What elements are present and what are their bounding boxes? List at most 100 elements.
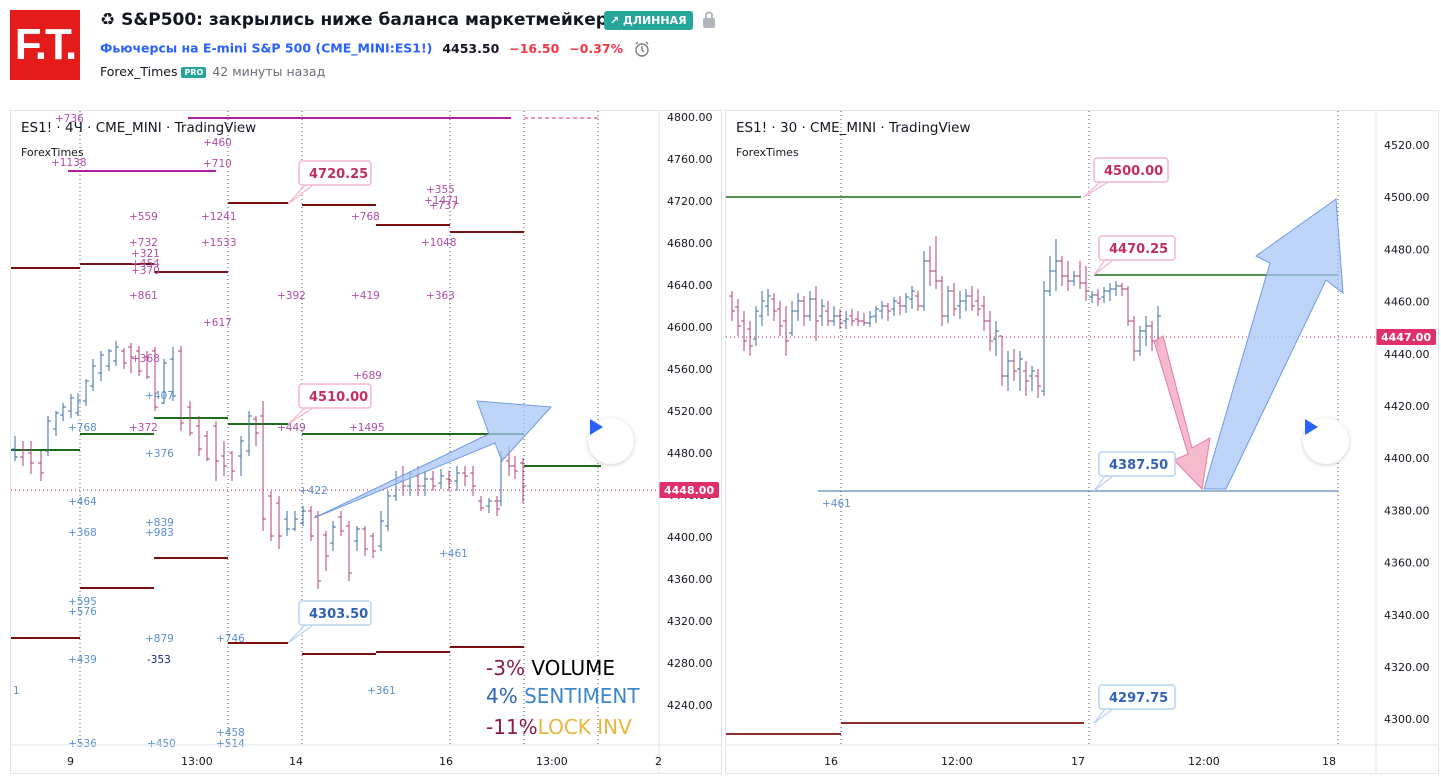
candle: [825, 301, 831, 326]
play-icon: [1305, 419, 1318, 435]
last-price: 4453.50: [442, 40, 500, 56]
price-tick: 4680.00: [667, 237, 713, 250]
candle: [1017, 351, 1023, 391]
candle: [1119, 283, 1125, 296]
price-tick: 4400.00: [1384, 452, 1430, 465]
candle: [128, 343, 134, 373]
indicator-lock-inv: -11%LOCK INV: [486, 715, 632, 739]
right-chart-canvas[interactable]: +461 4520.00 4500.00 4480.00 4460.00 4440.00…: [726, 111, 1439, 774]
left-chart-canvas[interactable]: +736+1138+460+710+559 +1241+732+321+454+3…: [11, 111, 722, 774]
right-chart-panel[interactable]: +461 4520.00 4500.00 4480.00 4460.00 4440.00…: [725, 110, 1439, 774]
candle: [813, 286, 819, 341]
candle: [807, 291, 813, 321]
candle: [1095, 289, 1101, 306]
candle: [462, 466, 468, 486]
price-tick: 4640.00: [667, 279, 713, 292]
svg-text:4510.00: 4510.00: [309, 390, 368, 405]
long-badge: ↗ ДЛИННАЯ: [604, 11, 693, 30]
svg-text:4387.50: 4387.50: [1109, 458, 1168, 473]
symbol-line: Фьючерсы на E-mini S&P 500 (CME_MINI:ES1…: [100, 40, 651, 58]
candle: [1065, 261, 1071, 291]
time-tick: 13:00: [536, 755, 568, 768]
price-tick: 4480.00: [667, 447, 713, 460]
candle: [921, 251, 927, 311]
candle: [268, 491, 274, 541]
volume-label: +368: [68, 527, 97, 539]
price-tick: 4600.00: [667, 321, 713, 334]
candle: [330, 521, 336, 551]
candle: [1089, 291, 1095, 303]
candle: [362, 526, 368, 556]
volume-label: +450: [147, 738, 176, 750]
play-button-right[interactable]: [1303, 418, 1349, 464]
candle: [999, 335, 1005, 386]
candle: [229, 451, 235, 481]
left-price-axis: 4800.00 4760.00 4720.00 4680.00 4640.00 4600.…: [659, 111, 721, 745]
candle: [873, 306, 879, 323]
candle: [903, 293, 909, 313]
time-tick: 12:00: [1188, 755, 1220, 768]
candle: [300, 506, 306, 526]
price-change: −16.50: [509, 40, 560, 56]
candle: [292, 511, 298, 531]
candle: [1071, 271, 1077, 286]
candle: [486, 498, 492, 513]
candle: [1059, 256, 1065, 286]
candle: [945, 286, 951, 323]
candle: [90, 359, 96, 391]
volume-label: +1138: [51, 157, 87, 169]
price-tick: 4320.00: [667, 615, 713, 628]
time-tick: 2: [655, 755, 662, 768]
price-tick: 4320.00: [1384, 661, 1430, 674]
play-button[interactable]: [588, 418, 634, 464]
author-name[interactable]: Forex_Times: [100, 64, 178, 79]
candle: [885, 303, 891, 321]
volume-label: +617: [203, 317, 232, 329]
volume-label: +460: [203, 137, 232, 149]
volume-label: +879: [145, 633, 174, 645]
time-tick: 16: [439, 755, 453, 768]
volume-label: +746: [216, 633, 245, 645]
candle: [68, 394, 74, 418]
candle: [939, 276, 945, 326]
volume-label: +1241: [201, 211, 237, 223]
time-tick: 18: [1322, 755, 1336, 768]
time-tick: 12:00: [941, 755, 973, 768]
volume-label: +1533: [201, 237, 237, 249]
price-tick: 4280.00: [667, 657, 713, 670]
price-tick: 4300.00: [1384, 713, 1430, 726]
candle: [993, 321, 999, 356]
candle: [759, 291, 765, 326]
price-tick: 4460.00: [1384, 296, 1430, 309]
symbol-link[interactable]: Фьючерсы на E-mini S&P 500 (CME_MINI:ES1…: [100, 40, 433, 56]
right-candles: [729, 236, 1161, 398]
candle: [187, 401, 193, 436]
candle: [1053, 239, 1059, 291]
volume-label: +376: [145, 448, 174, 460]
forex-times-logo[interactable]: F.T.: [10, 10, 80, 80]
candle: [729, 291, 735, 321]
candle: [765, 289, 771, 316]
candle: [915, 291, 921, 311]
candle: [520, 458, 526, 503]
alarm-clock-icon[interactable]: [633, 40, 651, 58]
volume-label: +368: [131, 353, 160, 365]
price-tick: 4380.00: [1384, 504, 1430, 517]
candle: [45, 416, 51, 456]
indicator-sentiment: 4% SENTIMENT: [486, 684, 640, 708]
candle: [253, 416, 259, 446]
candle: [879, 301, 885, 319]
candle: [1143, 316, 1149, 346]
candle: [378, 511, 384, 551]
volume-label: +407: [145, 390, 174, 402]
left-chart-panel[interactable]: +736 +1138 +460 +710 +559 +1241 +732 +321 +454 +3…: [10, 110, 722, 774]
candle: [494, 496, 500, 516]
candle: [454, 466, 460, 491]
candle: [354, 526, 360, 551]
volume-label: +355: [426, 184, 455, 196]
price-callout: 4510.00: [287, 383, 372, 425]
idea-title: ♻ S&P500: закрылись ниже баланса маркетм…: [100, 10, 626, 30]
volume-label: +392: [277, 290, 306, 302]
volume-label: +576: [68, 606, 97, 618]
price-tick: 4360.00: [1384, 557, 1430, 570]
